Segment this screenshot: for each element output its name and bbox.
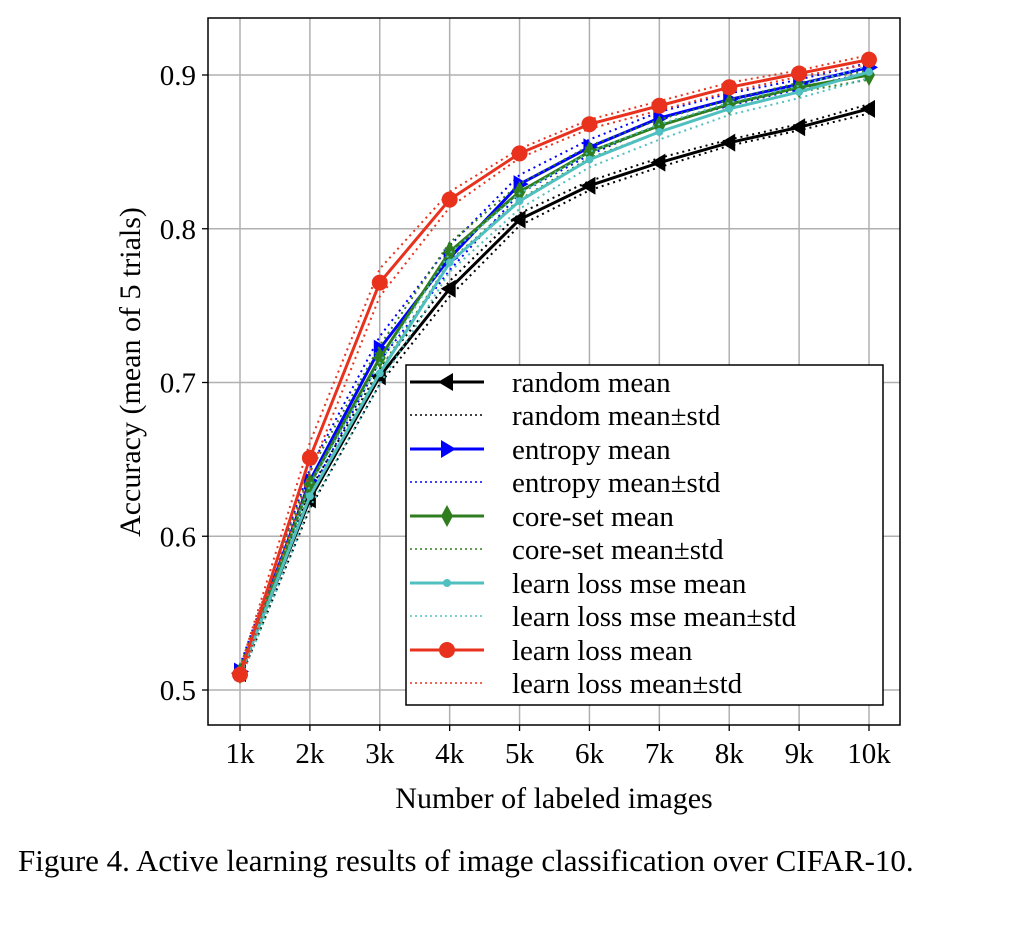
data-point [373, 346, 386, 369]
data-point [513, 180, 526, 203]
legend-label: learn loss mse mean [512, 568, 747, 600]
y-tick-label: 0.5 [160, 675, 196, 707]
data-point [860, 99, 875, 118]
legend-marker [441, 440, 456, 458]
mean-line [238, 107, 870, 674]
std-upper-line [239, 61, 870, 666]
legend-marker [439, 642, 455, 658]
figure-caption: Figure 4. Active learning results of ima… [18, 843, 914, 878]
std-upper-line [239, 103, 870, 668]
data-point [440, 279, 456, 298]
legend-label: learn loss mean [512, 635, 693, 667]
data-point [791, 65, 808, 82]
x-tick-label: 1k [226, 738, 256, 770]
x-tick-label: 5k [505, 738, 535, 770]
data-point [375, 369, 384, 378]
data-point [445, 258, 454, 267]
std-lower-line [239, 112, 870, 680]
plot-frame [207, 17, 901, 726]
y-tick-label: 0.8 [160, 214, 196, 246]
legend-label: core-set mean [512, 501, 674, 533]
legend-label: learn loss mean±std [512, 668, 743, 700]
std-upper-line [239, 69, 870, 668]
data-point [580, 176, 596, 195]
data-point [441, 191, 458, 208]
data-point [585, 155, 594, 164]
data-point [790, 118, 806, 137]
series-layer [231, 51, 878, 685]
data-point [865, 67, 873, 76]
y-axis-ticks: 0.5 0.6 0.7 0.8 0.9 [160, 60, 208, 707]
x-tick-label: 6k [575, 738, 605, 770]
data-point [301, 449, 318, 466]
data-point [651, 97, 668, 114]
mean-line [238, 70, 870, 676]
data-point [650, 153, 666, 172]
x-tick-label: 2k [295, 738, 325, 770]
std-upper-line [239, 54, 870, 669]
data-point [232, 666, 248, 683]
data-point [581, 116, 598, 133]
mean-line [238, 58, 870, 676]
data-point [655, 127, 664, 136]
y-tick-label: 0.6 [160, 521, 196, 553]
data-point [861, 51, 877, 68]
legend-label: random mean [512, 367, 671, 399]
legend-label: core-set mean±std [512, 534, 724, 566]
legend-box [405, 364, 884, 706]
x-tick-label: 10k [847, 738, 891, 770]
legend-marker [438, 373, 453, 391]
data-point [795, 87, 804, 96]
data-point [725, 104, 734, 113]
std-lower-line [239, 77, 870, 682]
legend-label: entropy mean [512, 434, 671, 466]
x-tick-label: 8k [715, 738, 745, 770]
legend-label: entropy mean±std [512, 467, 721, 499]
legend-marker [441, 505, 453, 527]
legend-marker [443, 579, 451, 587]
data-point [443, 240, 456, 263]
y-tick-label: 0.9 [160, 60, 196, 92]
y-tick-label: 0.7 [160, 368, 196, 400]
data-point [371, 274, 388, 291]
x-tick-label: 7k [645, 738, 675, 770]
x-axis-label: Number of labeled images [395, 782, 712, 815]
x-tick-label: 9k [785, 738, 815, 770]
legend-label: learn loss mse mean±std [512, 601, 797, 633]
data-point [510, 210, 526, 229]
data-point [305, 492, 314, 501]
x-tick-label: 4k [435, 738, 465, 770]
series-learn-loss-mean [232, 51, 877, 683]
data-point [511, 145, 528, 162]
data-point [720, 133, 736, 152]
legend-label: random mean±std [512, 400, 721, 432]
data-point [721, 79, 738, 96]
data-point [515, 197, 524, 206]
accuracy-line-chart: 1k 2k 3k 4k 5k 6k 7k 8k 9k 10k 0.5 0.6 0.7 0.8 0.9 Nu… [114, 17, 901, 815]
std-lower-line [239, 63, 870, 682]
x-tick-label: 3k [365, 738, 395, 770]
x-axis-ticks: 1k 2k 3k 4k 5k 6k 7k 8k 9k 10k [226, 725, 891, 770]
y-axis-label: Accuracy (mean of 5 trials) [114, 207, 147, 537]
